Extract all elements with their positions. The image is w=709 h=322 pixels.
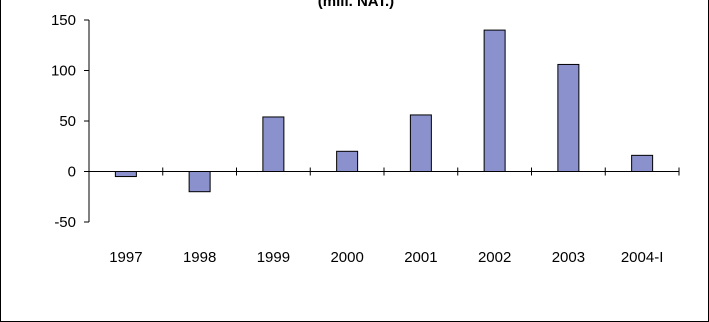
x-tick-label: 1998 [183, 249, 216, 266]
x-tick-label: 2000 [330, 249, 363, 266]
bar [188, 171, 211, 193]
y-tick-label: -50 [54, 214, 76, 231]
y-tick-label: 150 [51, 12, 76, 29]
bar [262, 116, 285, 172]
x-axis: 1997 1998 1999 2000 2001 2002 2003 2004-I [89, 167, 680, 266]
x-tick-label: 1997 [109, 249, 142, 266]
bar [409, 114, 432, 173]
bar [557, 63, 580, 172]
y-tick-label: 0 [68, 164, 76, 181]
bar [631, 154, 654, 172]
y-tick-label: 100 [51, 63, 76, 80]
bar [336, 150, 359, 173]
x-tick-label: 2003 [552, 249, 585, 266]
chart-title: (mill. NAT.) [318, 0, 394, 10]
bar [483, 29, 506, 172]
x-tick-label: 2002 [478, 249, 511, 266]
x-tick-label: 2001 [404, 249, 437, 266]
x-tick-label: 1999 [257, 249, 290, 266]
y-tick-label: 50 [59, 113, 76, 130]
bars [114, 29, 654, 193]
bar [114, 171, 137, 178]
x-tick-label: 2004-I [621, 249, 664, 266]
y-axis: -50 0 50 100 150 [51, 12, 90, 231]
